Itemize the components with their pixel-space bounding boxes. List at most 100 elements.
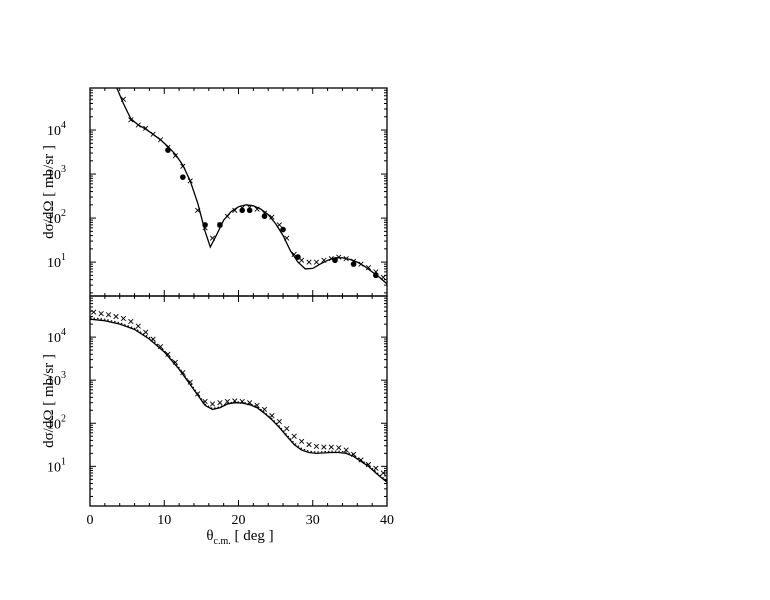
cross-data-point [98,311,104,317]
cross-stroke [306,259,312,265]
cross-data-point [232,398,238,404]
cross-stroke [365,461,372,468]
cross-data-point [380,470,386,476]
cross-data-point [365,461,372,468]
bottom-markers [91,309,386,476]
cross-data-point [120,96,127,102]
top-markers [120,96,386,281]
cross-stroke [165,351,171,357]
cross-data-point [254,402,260,409]
cross-stroke [358,457,364,463]
cross-data-point [128,318,134,325]
cross-data-point [224,213,230,219]
cross-data-point [276,222,282,228]
cross-stroke [195,207,201,213]
cross-stroke [254,206,260,212]
y-tick-label: 101 [47,252,66,271]
cross-data-point [209,235,216,241]
cross-stroke [202,398,208,405]
circle-data-point [261,213,268,220]
cross-stroke [336,445,342,451]
cross-stroke [120,96,127,102]
cross-stroke [232,207,238,213]
cross-stroke [254,402,260,409]
cross-stroke [239,398,245,405]
cross-data-point [180,369,186,376]
cross-data-point [143,125,149,131]
bottom-plot-frame [89,295,388,507]
cross-data-point [276,418,282,425]
cross-stroke [157,137,164,143]
x-tick-label: 20 [232,513,246,528]
circle-data-point [239,207,246,214]
cross-stroke [373,465,379,471]
cross-data-point [358,457,364,463]
bottom-axis-ticks [89,295,388,506]
cross-stroke [209,235,216,241]
x-axis-label: θc.m. [ deg ] [206,528,273,547]
cross-stroke [150,131,156,137]
cross-data-point [269,214,275,220]
cross-data-point [91,309,97,315]
cross-stroke [209,401,216,407]
top-curves [116,88,387,285]
x-tick-label: 30 [306,513,320,528]
cross-data-point [284,235,290,241]
cross-data-point [358,261,364,267]
cross-stroke [113,313,119,320]
cross-data-point [157,137,164,143]
cross-data-point [150,336,156,342]
cross-data-point [350,451,357,457]
cross-data-point [306,259,312,265]
cross-data-point [261,406,268,412]
x-tick-label: 0 [87,513,94,528]
cross-stroke [328,444,334,450]
cross-stroke [284,235,290,241]
cross-data-point [187,379,193,385]
circle-data-point [373,272,379,279]
cross-stroke [291,433,297,439]
cross-stroke [91,309,97,315]
circle-data-point [350,261,357,267]
cross-data-point [195,391,201,397]
cross-stroke [321,257,327,263]
cross-data-point [239,398,245,405]
top-panel: 101 102 103 104 dσ/dΩ [ mb/sr ] [41,87,388,297]
cross-stroke [269,214,275,220]
bottom-y-axis-label: dσ/dΩ [ mb/sr ] [41,354,57,448]
cross-stroke [298,257,305,263]
cross-data-point [321,257,327,263]
cross-stroke [128,117,134,123]
theory-curve-solid [116,88,387,285]
cross-data-point [232,207,238,213]
cross-stroke [143,125,149,131]
cross-data-point [254,206,260,212]
cross-stroke [298,438,305,444]
cross-data-point [157,344,164,350]
cross-data-point [120,315,127,322]
top-plot-frame [89,87,388,297]
cross-stroke [261,406,268,412]
cross-data-point [150,131,156,137]
cross-data-point [306,441,312,448]
cross-data-point [328,444,334,450]
cross-data-point [343,256,349,262]
cross-data-point [269,413,275,419]
cross-stroke [172,153,179,159]
circle-data-point [246,207,253,214]
circle-data-point [180,174,186,180]
x-tick-label: 40 [380,513,394,528]
cross-data-point [113,313,119,320]
cross-data-point [105,312,112,318]
cross-stroke [328,256,334,262]
cross-stroke [343,256,349,262]
theory-curve-dotted [90,317,387,482]
y-tick-label: 101 [47,456,66,475]
cross-data-point [217,400,223,406]
cross-stroke [128,318,134,325]
cross-stroke [195,391,201,397]
cross-stroke [217,400,223,406]
cross-stroke [306,441,312,448]
bottom-x-tick-labels: 0 10 20 30 40 [87,513,395,528]
